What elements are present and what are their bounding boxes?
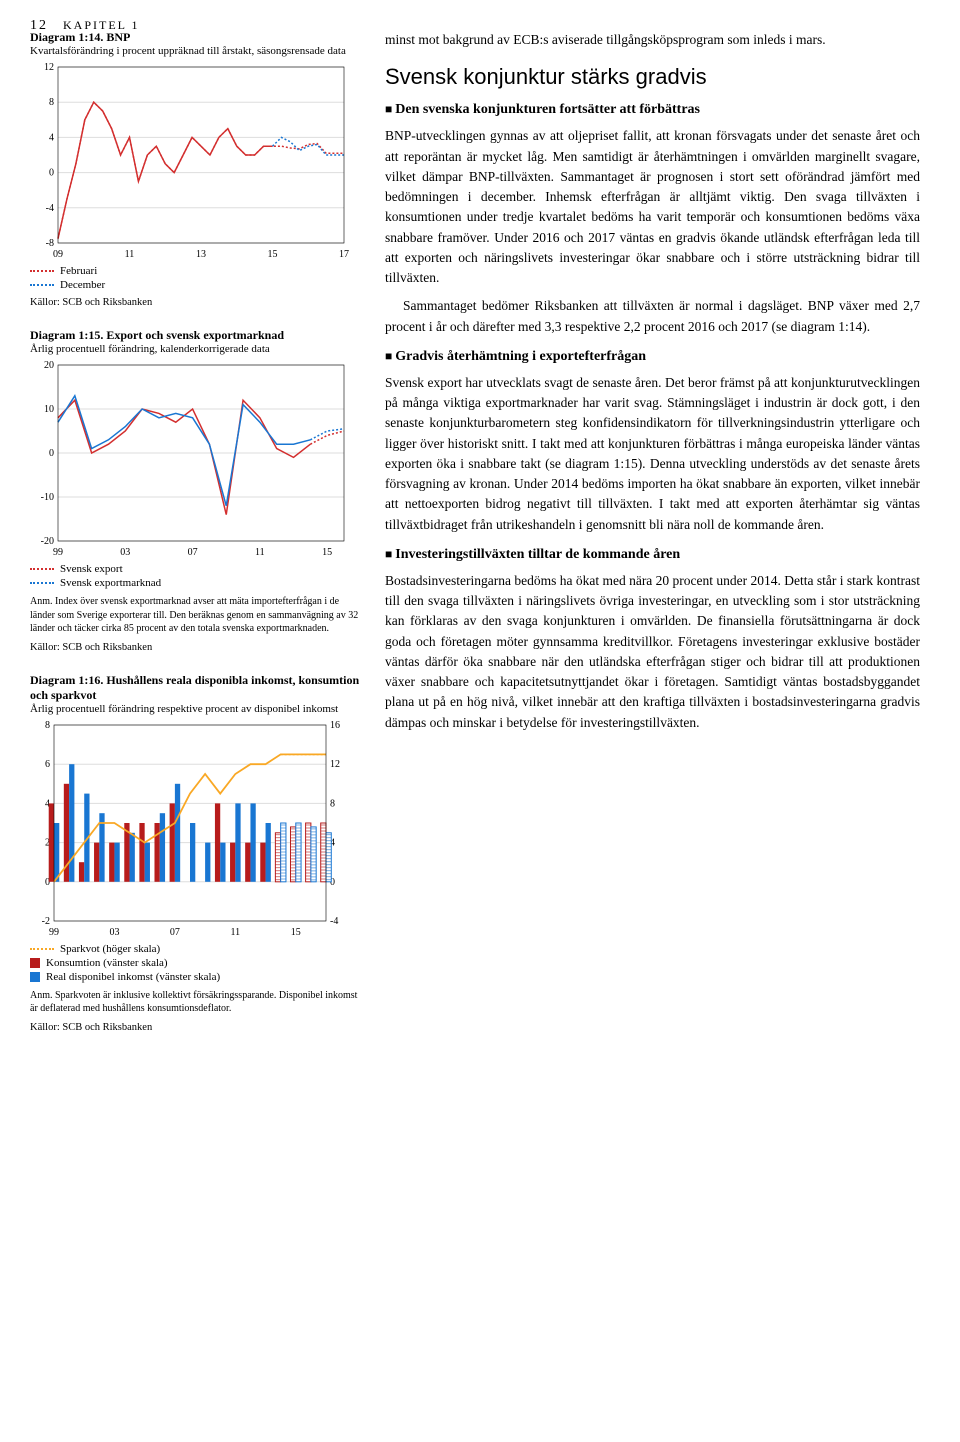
svg-text:17: 17 (339, 249, 349, 260)
svg-text:03: 03 (109, 927, 119, 938)
svg-text:16: 16 (330, 720, 340, 731)
diagram-115-anm: Anm. Index över svensk exportmarknad avs… (30, 595, 360, 636)
svg-text:09: 09 (53, 249, 63, 260)
svg-text:-20: -20 (41, 536, 54, 547)
svg-text:11: 11 (125, 249, 135, 260)
diagram-115-legend: Svensk export Svensk exportmarknad (30, 563, 360, 589)
diagram-115-title: Diagram 1:15. Export och svensk exportma… (30, 328, 360, 343)
intro-para: minst mot bakgrund av ECB:s aviserade ti… (385, 30, 920, 50)
svg-text:12: 12 (330, 759, 340, 770)
svg-text:11: 11 (255, 547, 265, 558)
body-para: Svensk export har utvecklats svagt de se… (385, 373, 920, 535)
diagram-114-subtitle: Kvartalsförändring i procent uppräknad t… (30, 45, 360, 57)
subsection-heading-2: Gradvis återhämtning i exportefterfrågan (385, 349, 920, 365)
svg-text:4: 4 (49, 132, 54, 143)
diagram-116-legend: Sparkvot (höger skala) Konsumtion (vänst… (30, 943, 360, 983)
page-number: 12 (30, 18, 48, 33)
svg-text:-10: -10 (41, 492, 54, 503)
svg-text:12: 12 (44, 62, 54, 73)
diagram-115-chart: -20 -10 0 10 20 99 03 07 11 15 (30, 359, 350, 559)
svg-text:8: 8 (45, 720, 50, 731)
legend-label: December (60, 279, 105, 291)
svg-text:20: 20 (44, 360, 54, 371)
legend-swatch (30, 270, 54, 272)
legend-swatch (30, 948, 54, 950)
svg-text:8: 8 (330, 798, 335, 809)
diagram-116-chart: -2-40024486128169903071115 (30, 719, 350, 939)
diagram-115-sources: Källor: SCB och Riksbanken (30, 642, 360, 653)
legend-label: Februari (60, 265, 97, 277)
svg-text:-2: -2 (42, 916, 50, 927)
legend-label: Konsumtion (vänster skala) (46, 957, 168, 969)
svg-text:0: 0 (49, 168, 54, 179)
legend-swatch (30, 958, 40, 968)
diagram-116: Diagram 1:16. Hushållens reala disponibl… (30, 673, 360, 1033)
legend-label: Svensk export (60, 563, 123, 575)
legend-swatch (30, 582, 54, 584)
chapter-label: KAPITEL 1 (63, 18, 140, 32)
diagram-116-subtitle: Årlig procentuell förändring respektive … (30, 703, 360, 715)
svg-text:15: 15 (268, 249, 278, 260)
legend-label: Sparkvot (höger skala) (60, 943, 160, 955)
svg-text:99: 99 (53, 547, 63, 558)
subsection-heading-1: Den svenska konjunkturen fortsätter att … (385, 102, 920, 118)
section-heading: Svensk konjunktur stärks gradvis (385, 64, 920, 90)
svg-text:07: 07 (170, 927, 180, 938)
body-para: Sammantaget bedömer Riksbanken att tillv… (385, 296, 920, 337)
diagram-116-sources: Källor: SCB och Riksbanken (30, 1022, 360, 1033)
svg-text:0: 0 (49, 448, 54, 459)
diagram-114-chart: -8 -4 0 4 8 12 09 11 13 15 17 (30, 61, 350, 261)
right-column: minst mot bakgrund av ECB:s aviserade ti… (385, 30, 920, 1053)
diagram-114-legend: Februari December (30, 265, 360, 291)
left-column: Diagram 1:14. BNP Kvartalsförändring i p… (30, 30, 360, 1053)
body-para: BNP-utvecklingen gynnas av att oljeprise… (385, 126, 920, 288)
diagram-114: Diagram 1:14. BNP Kvartalsförändring i p… (30, 30, 360, 308)
diagram-116-anm: Anm. Sparkvoten är inklusive kollektivt … (30, 989, 360, 1016)
svg-text:07: 07 (188, 547, 198, 558)
diagram-115-subtitle: Årlig procentuell förändring, kalenderko… (30, 343, 360, 355)
diagram-116-title: Diagram 1:16. Hushållens reala disponibl… (30, 673, 360, 703)
legend-swatch (30, 568, 54, 570)
svg-text:03: 03 (120, 547, 130, 558)
legend-swatch (30, 972, 40, 982)
svg-text:13: 13 (196, 249, 206, 260)
svg-text:99: 99 (49, 927, 59, 938)
svg-text:6: 6 (45, 759, 50, 770)
legend-label: Real disponibel inkomst (vänster skala) (46, 971, 220, 983)
svg-text:10: 10 (44, 404, 54, 415)
body-para: Bostadsinvesteringarna bedöms ha ökat me… (385, 571, 920, 733)
diagram-114-sources: Källor: SCB och Riksbanken (30, 297, 360, 308)
subsection-heading-3: Investeringstillväxten tilltar de komman… (385, 547, 920, 563)
svg-text:15: 15 (322, 547, 332, 558)
diagram-115: Diagram 1:15. Export och svensk exportma… (30, 328, 360, 653)
svg-text:11: 11 (231, 927, 241, 938)
legend-swatch (30, 284, 54, 286)
svg-text:-8: -8 (46, 238, 54, 249)
svg-text:15: 15 (291, 927, 301, 938)
svg-text:-4: -4 (330, 916, 338, 927)
svg-text:-4: -4 (46, 203, 54, 214)
page-header: 12 KAPITEL 1 (30, 18, 140, 34)
legend-label: Svensk exportmarknad (60, 577, 161, 589)
svg-text:8: 8 (49, 97, 54, 108)
